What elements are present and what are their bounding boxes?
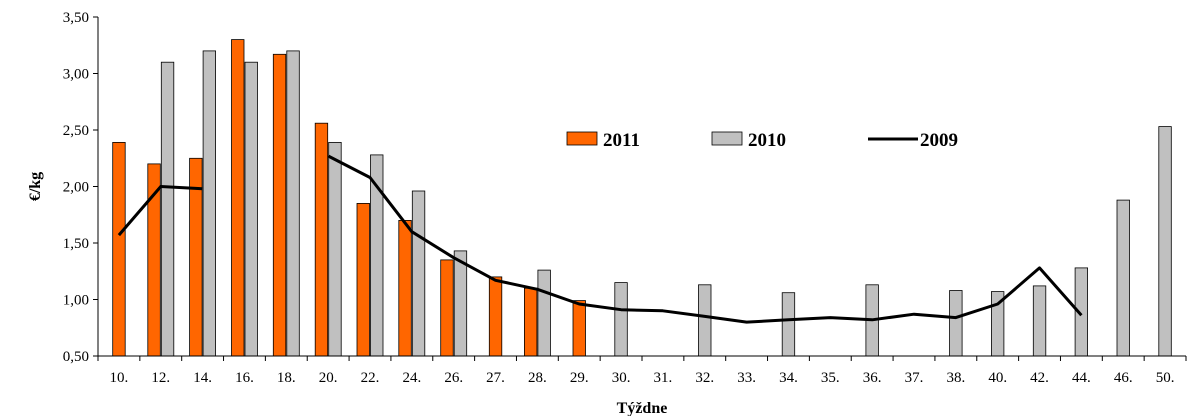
bar-2010-38 bbox=[949, 290, 963, 357]
bar-2010-26 bbox=[453, 250, 468, 357]
bar-2011-18 bbox=[272, 53, 287, 357]
y-tick-label: 1,00 bbox=[63, 293, 89, 309]
bars-layer bbox=[112, 39, 1172, 357]
x-tick-label: 50. bbox=[1156, 370, 1175, 386]
x-tick-label: 24. bbox=[402, 370, 421, 386]
x-tick-label: 30. bbox=[612, 370, 631, 386]
x-tick-label: 14. bbox=[193, 370, 212, 386]
y-axis-title: €/kg bbox=[27, 172, 44, 201]
y-tick-label: 2,00 bbox=[63, 180, 89, 196]
x-tick-label: 12. bbox=[151, 370, 170, 386]
x-tick-label: 32. bbox=[695, 370, 714, 386]
x-tick-label: 18. bbox=[277, 370, 296, 386]
y-tick-label: 2,50 bbox=[63, 123, 89, 139]
legend-label-2010: 2010 bbox=[748, 130, 786, 151]
x-tick-label: 22. bbox=[361, 370, 380, 386]
bar-2011-22 bbox=[356, 202, 370, 357]
x-tick-label: 29. bbox=[570, 370, 589, 386]
x-tick-label: 35. bbox=[821, 370, 840, 386]
bar-2011-24 bbox=[398, 219, 412, 357]
legend-label-2011: 2011 bbox=[603, 130, 640, 151]
bar-2010-50 bbox=[1158, 126, 1172, 357]
bar-2010-16 bbox=[244, 61, 258, 357]
x-tick-label: 16. bbox=[235, 370, 254, 386]
legend: 2011 2010 2009 bbox=[566, 130, 958, 151]
legend-label-2009: 2009 bbox=[920, 130, 958, 151]
bar-2010-12 bbox=[160, 61, 175, 357]
bar-2010-28 bbox=[537, 269, 551, 357]
bar-2011-26 bbox=[440, 259, 454, 357]
bar-2010-20 bbox=[328, 141, 342, 357]
bar-2010-32 bbox=[698, 284, 712, 357]
x-tick-label: 34. bbox=[779, 370, 798, 386]
bar-2011-28 bbox=[524, 287, 538, 357]
x-tick-label: 33. bbox=[737, 370, 756, 386]
legend-swatch-2011 bbox=[566, 131, 598, 146]
bar-2010-14 bbox=[202, 50, 217, 357]
x-tick-label: 42. bbox=[1030, 370, 1049, 386]
y-tick-label: 3,00 bbox=[63, 67, 89, 83]
bar-2011-20 bbox=[314, 122, 329, 357]
line-layer bbox=[117, 154, 1083, 324]
y-tick-label: 3,50 bbox=[63, 10, 89, 26]
bar-2011-29 bbox=[572, 300, 586, 357]
x-tick-label: 38. bbox=[946, 370, 965, 386]
bar-2010-46 bbox=[1116, 199, 1130, 357]
y-tick-label: 0,50 bbox=[63, 349, 89, 365]
y-tick-label: 1,50 bbox=[63, 236, 89, 252]
x-axis-title: Týždne bbox=[617, 400, 668, 416]
x-tick-label: 44. bbox=[1072, 370, 1091, 386]
x-tick-label: 10. bbox=[110, 370, 129, 386]
line-2009-segment-1 bbox=[117, 185, 203, 237]
x-tick-label: 37. bbox=[905, 370, 924, 386]
bar-2010-24 bbox=[411, 190, 426, 357]
legend-swatch-2010 bbox=[711, 131, 743, 146]
x-tick-label: 27. bbox=[486, 370, 505, 386]
x-tick-label: 40. bbox=[988, 370, 1007, 386]
x-tick-label: 26. bbox=[444, 370, 463, 386]
bar-2010-18 bbox=[286, 50, 300, 357]
x-tick-label: 31. bbox=[654, 370, 673, 386]
bar-2011-16 bbox=[231, 39, 245, 357]
bar-2011-10 bbox=[112, 141, 126, 357]
bar-2011-27 bbox=[488, 276, 503, 357]
x-tick-label: 36. bbox=[863, 370, 882, 386]
bar-2010-42 bbox=[1032, 285, 1047, 357]
x-tick-label: 46. bbox=[1114, 370, 1133, 386]
bar-2010-34 bbox=[781, 292, 796, 357]
bar-2010-30 bbox=[614, 282, 628, 357]
x-tick-label: 28. bbox=[528, 370, 547, 386]
axes-layer: 0,50 1,00 1,50 2,00 2,50 3,00 3,50 10. 12. 14. 16.… bbox=[63, 10, 1187, 386]
x-tick-label: 20. bbox=[319, 370, 338, 386]
line-2009-segment-2 bbox=[327, 154, 1083, 324]
